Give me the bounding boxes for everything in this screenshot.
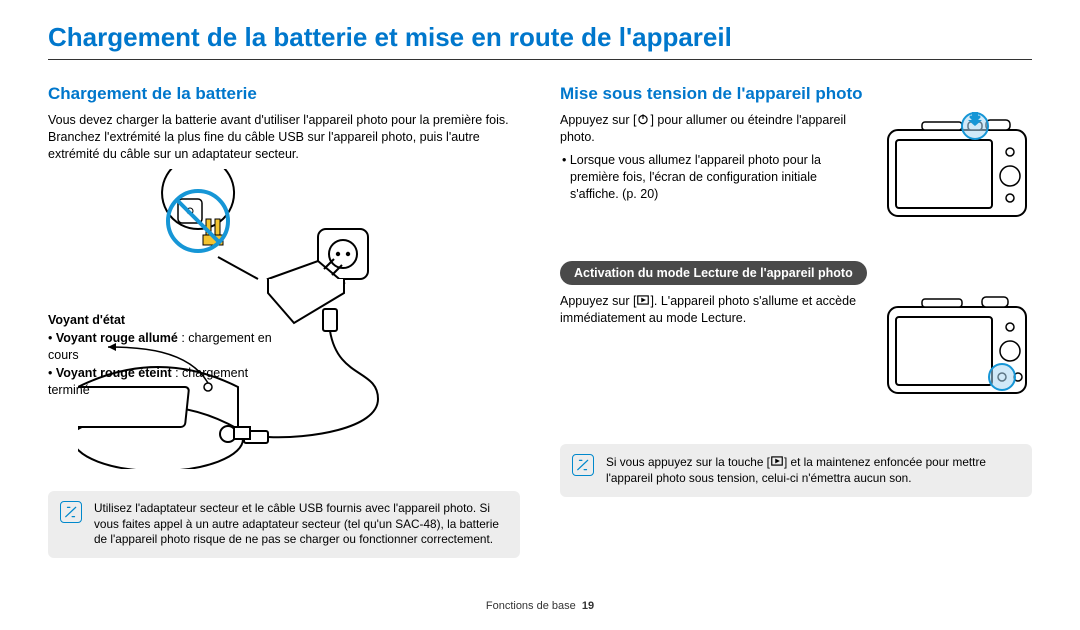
left-note: Utilisez l'adaptateur secteur et le câbl… (48, 491, 520, 559)
status-block: Voyant d'état Voyant rouge allumé : char… (48, 313, 288, 400)
camera-diagram-power (882, 112, 1032, 227)
playback-icon (636, 293, 650, 307)
right-note: Si vous appuyez sur la touche [] et la m… (560, 444, 1032, 497)
status-line-1: Voyant rouge allumé : chargement en cour… (48, 330, 288, 365)
left-section-title: Chargement de la batterie (48, 84, 520, 104)
camera-diagram-playback (882, 293, 1032, 408)
note-icon (60, 501, 82, 523)
right-p2: Appuyez sur []. L'appareil photo s'allum… (560, 293, 868, 327)
right-p1: Appuyez sur [] pour allumer ou éteindre … (560, 112, 868, 146)
status-line-2: Voyant rouge éteint : chargement terminé (48, 365, 288, 400)
page-footer: Fonctions de base 19 (0, 600, 1080, 612)
power-icon (636, 112, 650, 126)
callout-no-plug (162, 169, 258, 279)
note-icon (572, 454, 594, 476)
left-intro: Vous devez charger la batterie avant d'u… (48, 112, 520, 163)
charging-diagram: Voyant d'état Voyant rouge allumé : char… (48, 169, 520, 479)
playback-pill: Activation du mode Lecture de l'appareil… (560, 261, 867, 285)
right-section-title: Mise sous tension de l'appareil photo (560, 84, 1032, 104)
right-li1: • Lorsque vous allumez l'appareil photo … (570, 152, 868, 203)
page-title: Chargement de la batterie et mise en rou… (48, 22, 1032, 60)
playback-icon (770, 454, 784, 468)
status-head: Voyant d'état (48, 313, 288, 327)
